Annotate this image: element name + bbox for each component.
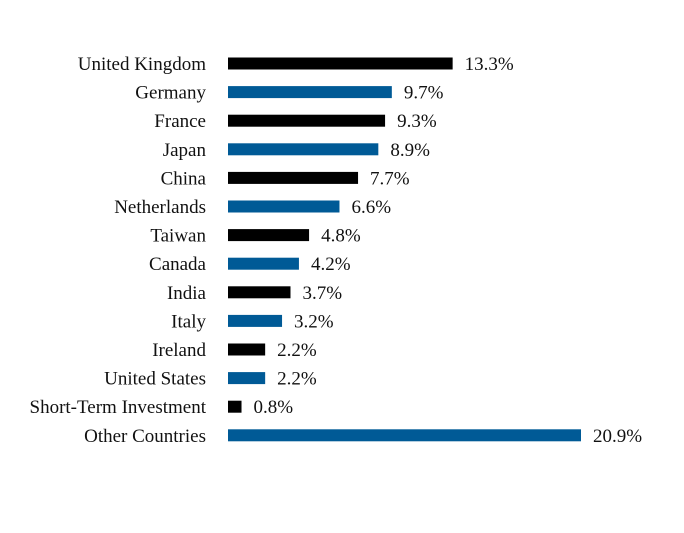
category-label: United Kingdom bbox=[78, 54, 206, 75]
category-label: Netherlands bbox=[114, 197, 206, 218]
bar bbox=[228, 229, 310, 242]
bar bbox=[228, 200, 340, 213]
bar bbox=[228, 143, 379, 156]
category-label: United States bbox=[104, 369, 206, 390]
value-label: 0.8% bbox=[254, 397, 294, 418]
bar bbox=[228, 429, 581, 442]
value-label: 7.7% bbox=[370, 168, 410, 189]
bar bbox=[228, 314, 283, 327]
value-label: 3.2% bbox=[294, 311, 334, 332]
value-labels: 13.3% 9.7% 9.3% 8.9% 7.7% 6.6% 4.8% 4.2% 3.7% 3.2… bbox=[254, 54, 643, 447]
value-label: 2.2% bbox=[277, 369, 317, 390]
category-labels: United Kingdom Germany France Japan China Net… bbox=[30, 54, 207, 447]
bar bbox=[228, 86, 392, 99]
value-label: 13.3% bbox=[465, 54, 514, 75]
category-label: Taiwan bbox=[150, 226, 206, 247]
category-label: Short-Term Investment bbox=[30, 397, 207, 418]
bar bbox=[228, 114, 386, 127]
category-label: Japan bbox=[163, 140, 207, 161]
category-label: India bbox=[167, 283, 207, 304]
bar bbox=[228, 400, 242, 413]
bar bbox=[228, 372, 266, 385]
value-label: 6.6% bbox=[351, 197, 391, 218]
bar bbox=[228, 57, 453, 70]
value-label: 4.2% bbox=[311, 254, 351, 275]
value-label: 4.8% bbox=[321, 226, 361, 247]
category-label: Italy bbox=[171, 311, 206, 332]
value-label: 3.7% bbox=[302, 283, 342, 304]
bar bbox=[228, 343, 266, 356]
value-label: 2.2% bbox=[277, 340, 317, 361]
value-label: 9.3% bbox=[397, 111, 437, 132]
value-label: 8.9% bbox=[390, 140, 430, 161]
category-label: Other Countries bbox=[84, 426, 206, 447]
bar bbox=[228, 286, 291, 299]
value-label: 20.9% bbox=[593, 426, 642, 447]
value-label: 9.7% bbox=[404, 83, 444, 104]
category-label: China bbox=[161, 168, 207, 189]
category-label: Ireland bbox=[152, 340, 206, 361]
category-label: Canada bbox=[149, 254, 207, 275]
category-label: Germany bbox=[135, 83, 206, 104]
category-label: France bbox=[154, 111, 206, 132]
bar bbox=[228, 257, 299, 270]
bar bbox=[228, 171, 359, 184]
bars bbox=[228, 57, 581, 442]
